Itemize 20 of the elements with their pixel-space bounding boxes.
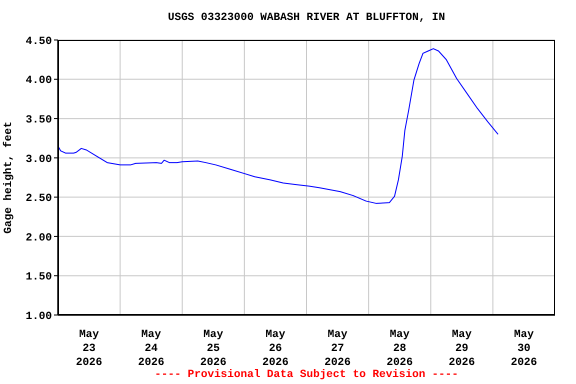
y-tick-label: 2.00 [26,232,52,244]
y-tick-label: 4.00 [26,75,52,88]
text: ---- Provisional Data Subject to Revision ---- [154,369,460,382]
x-tick-label: May 23 2026 [76,329,102,369]
x-tick-label: May 28 2026 [386,329,413,369]
y-axis-title: Gage height, feet [2,121,15,234]
x-tick-label: May 24 2026 [138,329,164,369]
y-tick-label: 1.50 [26,272,52,284]
y-tick-label: 1.00 [26,310,52,323]
x-tick-label: May 26 2026 [262,329,289,369]
y-tick-label: 2.50 [26,193,52,206]
x-tick-label: May 25 2026 [200,329,227,369]
y-tick-label: 3.00 [26,154,52,166]
y-tick-label: 3.50 [26,114,52,126]
x-tick-label: May 27 2026 [324,329,351,369]
y-tick-label: 4.50 [26,36,52,48]
x-tick-label: May 29 2026 [448,329,476,369]
line-series [58,48,499,204]
x-tick-label: May 30 2026 [510,329,538,369]
chart-title: USGS 03323000 WABASH RIVER AT BLUFFTON, IN [166,12,446,24]
